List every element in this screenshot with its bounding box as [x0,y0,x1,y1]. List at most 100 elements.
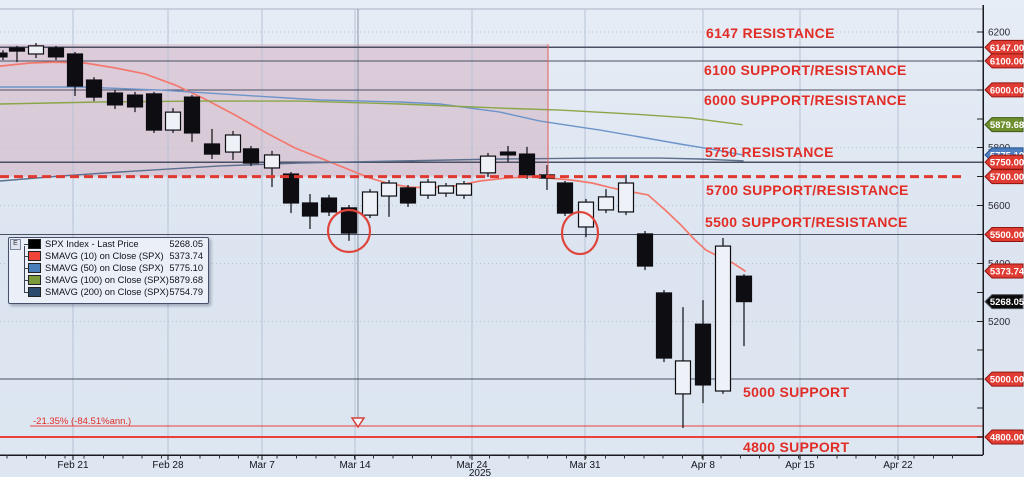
x-label-Mar-7: Mar 7 [249,460,275,471]
legend-label: SMAVG (50) on Close (SPX) [45,263,164,273]
highlight-circle-2[interactable] [560,210,600,256]
price-badge-5750.00 [984,154,1024,170]
x-label-Mar-24: Mar 24 [456,460,488,471]
candle-body-12 [224,134,242,153]
candle-body-35 [674,360,692,395]
candle-body-23 [437,185,455,194]
price-badge-label: 5500.00 [990,230,1024,241]
price-badge-label: 6100.00 [990,56,1024,67]
legend-expander-button[interactable]: E [10,239,21,250]
x-label-Mar-31: Mar 31 [569,460,601,471]
candle-body-37 [714,245,732,392]
legend-swatch [28,251,41,261]
candle-body-36 [694,323,712,386]
legend-value: 5879.68 [169,275,203,285]
candle-body-34 [655,292,673,359]
candle-body-24 [455,183,473,196]
candle-body-0 [0,52,8,58]
candle-body-11 [203,143,221,155]
price-badge-label: 5700.00 [990,172,1024,183]
legend-row-1[interactable]: SMAVG (10) on Close (SPX) 5373.74 [9,250,208,262]
price-badge-5268.05 [984,294,1024,310]
legend-label: SMAVG (100) on Close (SPX) [45,275,169,285]
candle-body-26 [499,151,517,156]
legend-value: 5775.10 [169,263,203,273]
legend-swatch [28,287,41,297]
candle-body-6 [106,92,124,106]
price-badge-4800.00 [984,429,1024,445]
ma-line-smavg50 [0,86,744,156]
price-badge-label: 6000.00 [990,85,1024,96]
annotation-4800[interactable]: 4800 SUPPORT [743,439,849,455]
candle-body-20 [380,182,398,197]
price-badge-label: 5373.74 [990,267,1024,278]
candle-body-38 [735,275,753,303]
y-tick-label-5200: 5200 [988,317,1011,328]
price-badge-5373.74 [984,263,1024,279]
price-badge-6000.00 [984,82,1024,98]
candle-body-30 [577,201,595,228]
legend-tree-line [24,246,25,293]
down-triangle-marker-icon[interactable] [350,417,366,429]
candle-body-7 [126,94,144,108]
x-label-Apr-15: Apr 15 [785,460,815,471]
price-badge-5000.00 [984,371,1024,387]
price-badge-label: 5000.00 [990,375,1024,386]
price-badge-5700.00 [984,169,1024,185]
price-badge-6100.00 [984,53,1024,69]
candle-body-18 [340,207,358,234]
candle-body-14 [263,154,281,169]
legend-row-4[interactable]: SMAVG (200) on Close (SPX) 5754.79 [9,286,208,298]
x-label-Feb-28: Feb 28 [152,460,184,471]
candle-body-10 [183,96,201,134]
legend-value: 5373.74 [169,251,203,261]
candle-body-5 [85,79,103,98]
y-tick-label-5600: 5600 [988,201,1011,212]
legend-value: 5268.05 [169,239,203,249]
candle-body-3 [47,47,65,58]
annotation-5750[interactable]: 5750 RESISTANCE [705,144,834,160]
candle-body-31 [597,196,615,211]
candle-body-13 [242,148,260,164]
legend-label: SMAVG (200) on Close (SPX) [45,287,169,297]
price-badge-label: 5268.05 [990,297,1024,308]
ma-line-smavg200 [0,157,744,182]
candle-body-22 [419,181,437,196]
legend-row-2[interactable]: SMAVG (50) on Close (SPX) 5775.10 [9,262,208,274]
legend-swatch [28,239,41,249]
annotation-5700[interactable]: 5700 SUPPORT/RESISTANCE [706,182,909,198]
x-label-Apr-8: Apr 8 [691,460,715,471]
candle-body-19 [361,191,379,216]
legend-swatch [28,275,41,285]
price-badge-label: 4800.00 [990,433,1024,444]
legend-label: SMAVG (10) on Close (SPX) [45,251,164,261]
highlight-circle-1[interactable] [326,208,372,254]
candle-body-16 [301,202,319,217]
x-label-Apr-22: Apr 22 [883,460,913,471]
candle-body-9 [164,111,182,131]
annotation-6147[interactable]: 6147 RESISTANCE [706,25,835,41]
candle-body-4 [66,53,84,87]
candle-body-29 [556,182,574,214]
regression-label[interactable]: -21.35% (-84.51%ann.) [33,416,131,427]
price-badge-label: 5750.00 [990,158,1024,169]
candle-body-25 [479,155,497,174]
price-badge-5500.00 [984,227,1024,243]
annotation-6000[interactable]: 6000 SUPPORT/RESISTANCE [704,92,907,108]
annotation-6100[interactable]: 6100 SUPPORT/RESISTANCE [704,62,907,78]
x-label-Feb-21: Feb 21 [57,460,89,471]
candle-body-21 [399,187,417,204]
annotation-5500[interactable]: 5500 SUPPORT/RESISTANCE [705,214,908,230]
candle-body-8 [145,93,163,131]
candle-body-1 [8,47,26,52]
price-badge-label: 5879.68 [990,120,1024,131]
legend-row-0[interactable]: SPX Index - Last Price 5268.05 [9,238,208,250]
legend-value: 5754.79 [169,287,203,297]
price-badge-5879.68 [984,117,1024,133]
x-label-Mar-14: Mar 14 [339,460,371,471]
chart-legend[interactable]: E SPX Index - Last Price 5268.05 SMAVG (10… [8,237,209,304]
legend-row-3[interactable]: SMAVG (100) on Close (SPX) 5879.68 [9,274,208,286]
annotation-5000[interactable]: 5000 SUPPORT [743,384,849,400]
